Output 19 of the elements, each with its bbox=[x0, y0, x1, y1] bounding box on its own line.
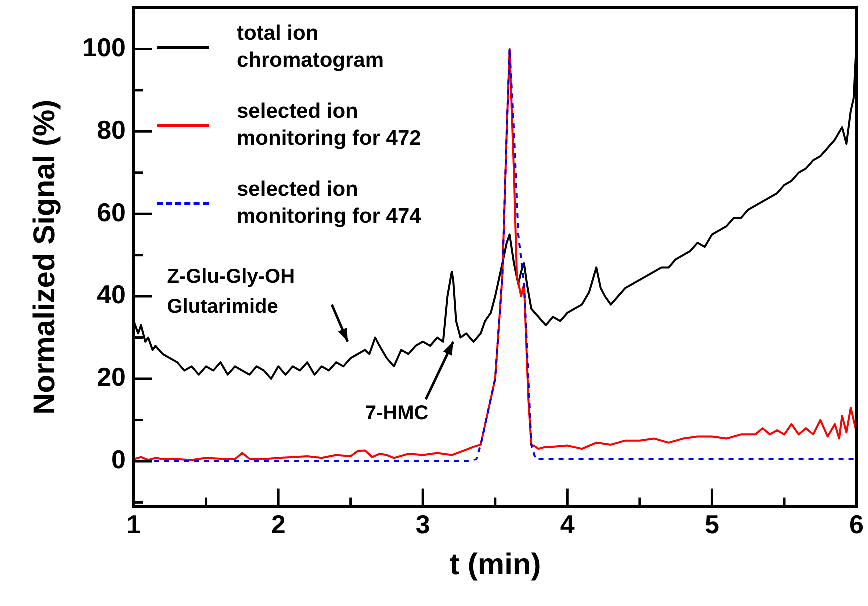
legend-label: selected ion monitoring for 472 bbox=[237, 99, 422, 152]
x-tick-label: 4 bbox=[560, 510, 576, 540]
annotation: Z-Glu-Gly-OH Glutarimide bbox=[167, 266, 296, 318]
legend-label: total ion chromatogram bbox=[237, 21, 386, 74]
legend-label: selected ion monitoring for 474 bbox=[237, 177, 422, 230]
y-axis-title: Normalized Signal (%) bbox=[28, 100, 62, 415]
x-axis-title: t (min) bbox=[450, 548, 542, 582]
y-tick-label: 60 bbox=[97, 197, 126, 228]
x-tick-label: 1 bbox=[126, 510, 142, 540]
x-tick-label: 2 bbox=[271, 510, 286, 540]
y-tick-label: 100 bbox=[82, 32, 126, 62]
y-tick-label: 80 bbox=[97, 114, 126, 145]
x-tick-label: 3 bbox=[416, 510, 430, 540]
annotation: 7-HMC bbox=[365, 402, 429, 424]
x-tick-label: 5 bbox=[704, 510, 720, 540]
x-tick-label: 6 bbox=[850, 510, 864, 540]
y-tick-label: 40 bbox=[97, 280, 126, 310]
y-tick-label: 20 bbox=[97, 362, 126, 392]
y-tick-label: 0 bbox=[112, 444, 126, 475]
